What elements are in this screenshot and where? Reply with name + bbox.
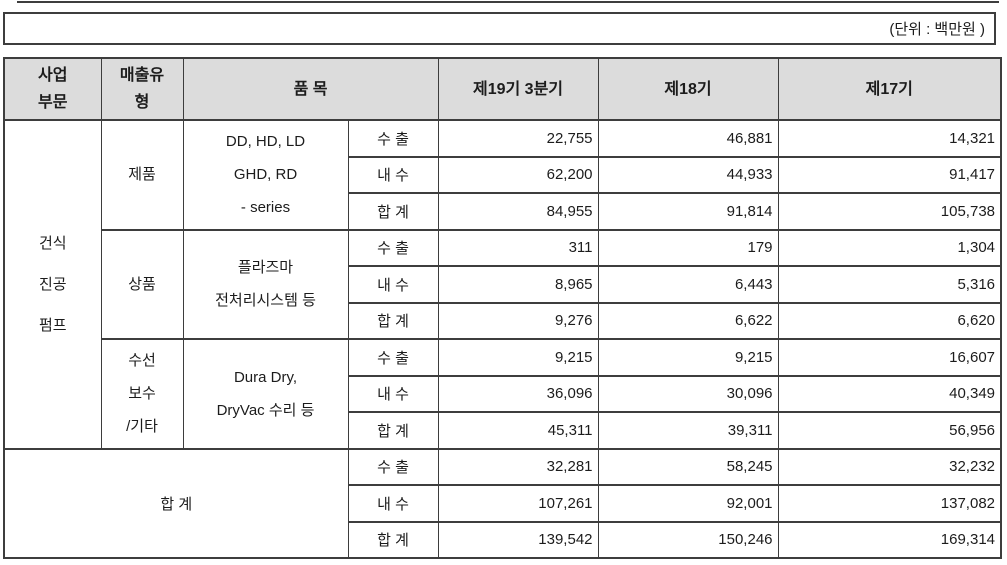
row-label: 수 출 [347, 338, 439, 377]
value-19q3: 22,755 [437, 119, 599, 158]
table-row: 상품 플라즈마 전처리시스템 등 수 출 311 179 1,304 [4, 228, 1002, 340]
col-header-period-18: 제18기 [597, 57, 779, 121]
value-18: 39,311 [597, 411, 779, 450]
value-18: 46,881 [597, 119, 779, 158]
col-header-business-division: 사업 부문 [3, 57, 102, 121]
value-18: 91,814 [597, 192, 779, 231]
row-label: 수 출 [347, 447, 439, 486]
row-label: 합 계 [347, 192, 439, 231]
value-19q3: 139,542 [437, 520, 599, 559]
value-17: 169,314 [777, 520, 1002, 559]
row-label: 수 출 [347, 228, 439, 267]
table-row: 내 수 62,200 44,933 91,417 [4, 155, 1002, 194]
value-19q3: 62,200 [437, 155, 599, 194]
item-cell: 플라즈마 전처리시스템 등 [182, 228, 349, 340]
table-row: 건식 진공 펌프 제품 DD, HD, LD GHD, RD - series … [3, 119, 1002, 450]
item-cell: DD, HD, LD GHD, RD - series [182, 119, 349, 231]
row-label: 내 수 [347, 155, 439, 194]
table-row: 내 수 8,965 6,443 5,316 [4, 265, 1002, 304]
value-18: 9,215 [597, 338, 779, 377]
top-divider-line [17, 1, 999, 3]
value-19q3: 9,276 [437, 301, 599, 340]
value-18: 150,246 [597, 520, 779, 559]
value-17: 137,082 [777, 484, 1002, 523]
value-17: 14,321 [777, 119, 1002, 158]
value-18: 44,933 [597, 155, 779, 194]
value-19q3: 311 [437, 228, 599, 267]
sales-by-product-table: 사업 부문 매출유 형 품 목 제19기 3분기 제18기 제17기 건식 진공… [3, 57, 1003, 559]
table-row: 내 수 107,261 92,001 137,082 [4, 484, 1002, 523]
value-18: 92,001 [597, 484, 779, 523]
row-label: 합 계 [347, 301, 439, 340]
table-row: 합 계 139,542 150,246 169,314 [4, 520, 1002, 559]
value-19q3: 36,096 [437, 374, 599, 413]
table-row: 합 계 9,276 6,622 6,620 [4, 301, 1002, 340]
value-17: 32,232 [777, 447, 1002, 486]
table-row: 수선 보수 /기타 Dura Dry, DryVac 수리 등 수 출 9,21… [4, 338, 1002, 450]
value-19q3: 84,955 [437, 192, 599, 231]
table-row: 합 계 45,311 39,311 56,956 [4, 411, 1002, 450]
sales-type-cell: 제품 [100, 119, 184, 231]
col-header-period-19q3: 제19기 3분기 [437, 57, 599, 121]
value-18: 179 [597, 228, 779, 267]
table-row: 합 계 84,955 91,814 105,738 [4, 192, 1002, 231]
unit-box: (단위 : 백만원 ) [3, 12, 996, 45]
value-17: 56,956 [777, 411, 1002, 450]
table-row: 합 계 수 출 32,281 58,245 32,232 [3, 447, 1002, 559]
value-19q3: 8,965 [437, 265, 599, 304]
value-18: 6,443 [597, 265, 779, 304]
unit-label: (단위 : 백만원 ) [889, 21, 985, 38]
row-label: 합 계 [347, 520, 439, 559]
row-label: 합 계 [347, 411, 439, 450]
value-19q3: 9,215 [437, 338, 599, 377]
value-19q3: 45,311 [437, 411, 599, 450]
col-header-sales-type: 매출유 형 [100, 57, 184, 121]
item-cell: Dura Dry, DryVac 수리 등 [182, 338, 349, 450]
header-row: 사업 부문 매출유 형 품 목 제19기 3분기 제18기 제17기 [3, 57, 1002, 121]
value-19q3: 107,261 [437, 484, 599, 523]
value-17: 5,316 [777, 265, 1002, 304]
col-header-item: 품 목 [182, 57, 439, 121]
value-18: 30,096 [597, 374, 779, 413]
row-label: 수 출 [347, 119, 439, 158]
row-label: 내 수 [347, 374, 439, 413]
row-label: 내 수 [347, 484, 439, 523]
row-label: 내 수 [347, 265, 439, 304]
value-17: 91,417 [777, 155, 1002, 194]
value-17: 6,620 [777, 301, 1002, 340]
value-17: 105,738 [777, 192, 1002, 231]
business-division-cell: 건식 진공 펌프 [3, 119, 102, 450]
value-19q3: 32,281 [437, 447, 599, 486]
value-17: 40,349 [777, 374, 1002, 413]
grand-total-label-cell: 합 계 [3, 447, 349, 559]
col-header-period-17: 제17기 [777, 57, 1002, 121]
table-row: 내 수 36,096 30,096 40,349 [4, 374, 1002, 413]
value-17: 1,304 [777, 228, 1002, 267]
value-18: 6,622 [597, 301, 779, 340]
value-18: 58,245 [597, 447, 779, 486]
sales-type-cell: 수선 보수 /기타 [100, 338, 184, 450]
sales-type-cell: 상품 [100, 228, 184, 340]
value-17: 16,607 [777, 338, 1002, 377]
